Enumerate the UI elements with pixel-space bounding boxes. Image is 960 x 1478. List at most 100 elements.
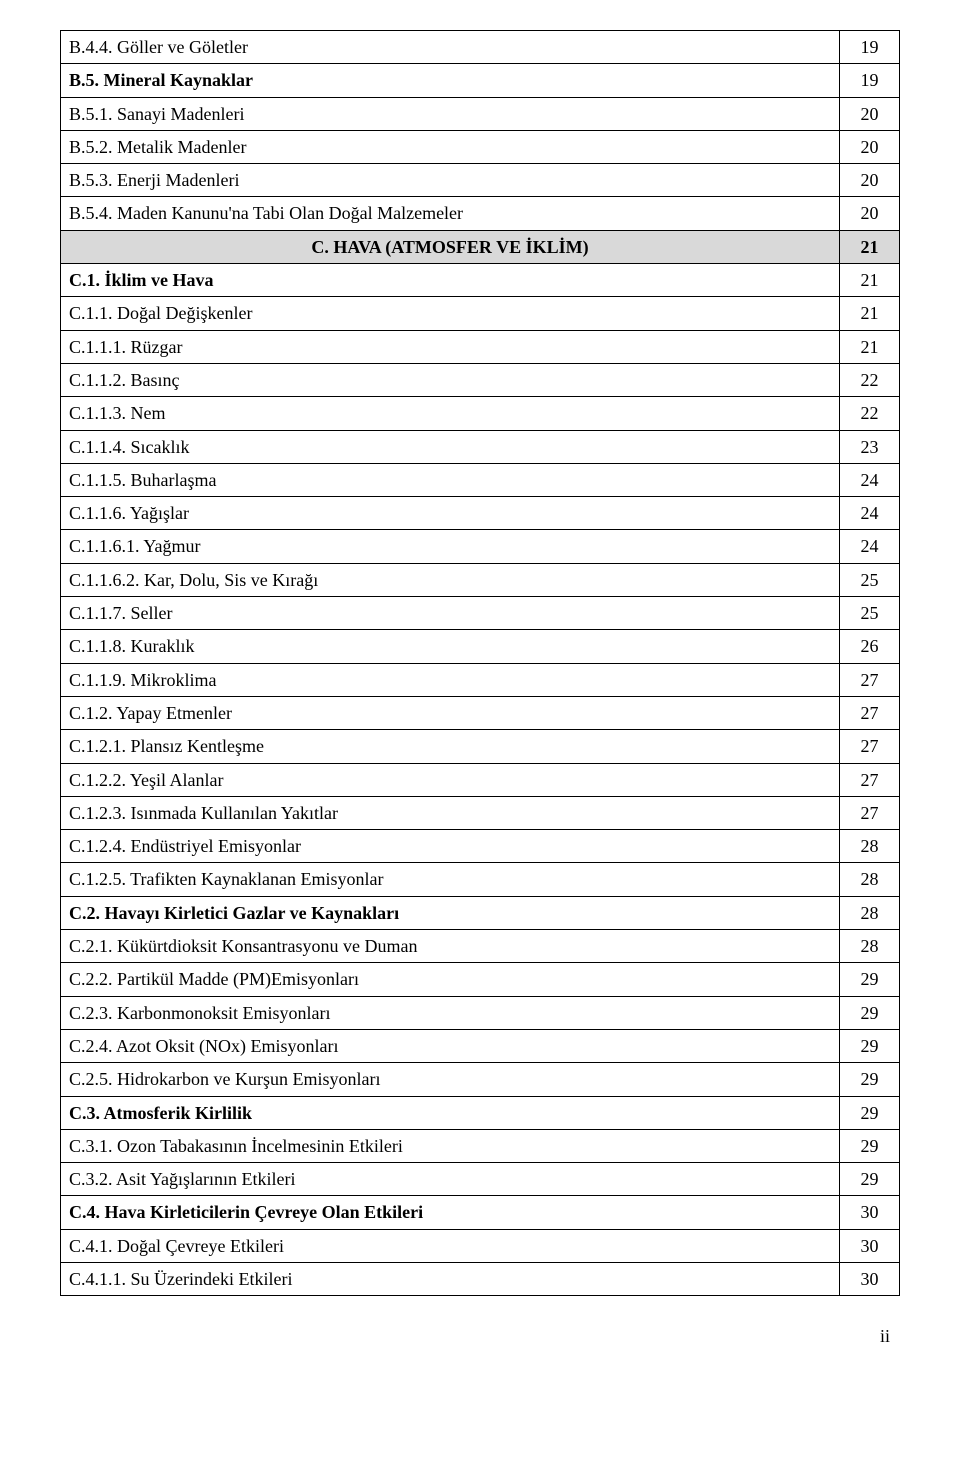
- toc-label: C.2.2. Partikül Madde (PM)Emisyonları: [61, 963, 840, 996]
- toc-label: C.1.1.6.2. Kar, Dolu, Sis ve Kırağı: [61, 563, 840, 596]
- toc-label: B.4.4. Göller ve Göletler: [61, 31, 840, 64]
- table-row: B.5.1. Sanayi Madenleri20: [61, 97, 900, 130]
- toc-label: C.1.1.6.1. Yağmur: [61, 530, 840, 563]
- toc-page: 19: [840, 64, 900, 97]
- table-row: C.4.1. Doğal Çevreye Etkileri30: [61, 1229, 900, 1262]
- toc-label: C.1.1.4. Sıcaklık: [61, 430, 840, 463]
- page-footer: ii: [60, 1326, 900, 1347]
- toc-page: 22: [840, 397, 900, 430]
- table-row: C.1.2. Yapay Etmenler27: [61, 696, 900, 729]
- toc-label: C.1.2. Yapay Etmenler: [61, 696, 840, 729]
- table-row: C.2.1. Kükürtdioksit Konsantrasyonu ve D…: [61, 930, 900, 963]
- toc-page: 28: [840, 930, 900, 963]
- toc-label: B.5.2. Metalik Madenler: [61, 130, 840, 163]
- toc-page: 24: [840, 497, 900, 530]
- table-row: C.1.2.3. Isınmada Kullanılan Yakıtlar27: [61, 796, 900, 829]
- toc-label: C.4.1.1. Su Üzerindeki Etkileri: [61, 1262, 840, 1295]
- toc-label: C.3. Atmosferik Kirlilik: [61, 1096, 840, 1129]
- toc-page: 28: [840, 863, 900, 896]
- toc-page: 20: [840, 164, 900, 197]
- toc-label: B.5. Mineral Kaynaklar: [61, 64, 840, 97]
- section-page: 21: [840, 230, 900, 263]
- table-row: C.2.3. Karbonmonoksit Emisyonları29: [61, 996, 900, 1029]
- table-row: C.4. Hava Kirleticilerin Çevreye Olan Et…: [61, 1196, 900, 1229]
- toc-page: 29: [840, 963, 900, 996]
- table-row: C.2.2. Partikül Madde (PM)Emisyonları29: [61, 963, 900, 996]
- toc-label: C.3.2. Asit Yağışlarının Etkileri: [61, 1163, 840, 1196]
- toc-label: B.5.4. Maden Kanunu'na Tabi Olan Doğal M…: [61, 197, 840, 230]
- toc-label: C.2.4. Azot Oksit (NOx) Emisyonları: [61, 1029, 840, 1062]
- toc-page: 27: [840, 696, 900, 729]
- table-row: C.1.1.4. Sıcaklık23: [61, 430, 900, 463]
- toc-page: 24: [840, 530, 900, 563]
- table-row: C.1.2.4. Endüstriyel Emisyonlar28: [61, 830, 900, 863]
- table-row: C.1.2.2. Yeşil Alanlar27: [61, 763, 900, 796]
- table-row: C.2.5. Hidrokarbon ve Kurşun Emisyonları…: [61, 1063, 900, 1096]
- toc-label: B.5.1. Sanayi Madenleri: [61, 97, 840, 130]
- toc-page: 20: [840, 197, 900, 230]
- table-row: B.5.4. Maden Kanunu'na Tabi Olan Doğal M…: [61, 197, 900, 230]
- table-row: C.2. Havayı Kirletici Gazlar ve Kaynakla…: [61, 896, 900, 929]
- toc-table: B.4.4. Göller ve Göletler19B.5. Mineral …: [60, 30, 900, 1296]
- toc-page: 30: [840, 1262, 900, 1295]
- table-row: C.1.1.6. Yağışlar24: [61, 497, 900, 530]
- table-row: C.1.2.5. Trafikten Kaynaklanan Emisyonla…: [61, 863, 900, 896]
- table-row: C.1.1.7. Seller25: [61, 597, 900, 630]
- toc-page: 27: [840, 763, 900, 796]
- toc-page: 27: [840, 663, 900, 696]
- table-row: B.5. Mineral Kaynaklar19: [61, 64, 900, 97]
- table-row: C.3.1. Ozon Tabakasının İncelmesinin Etk…: [61, 1129, 900, 1162]
- table-row: B.4.4. Göller ve Göletler19: [61, 31, 900, 64]
- toc-page: 28: [840, 830, 900, 863]
- toc-label: C.3.1. Ozon Tabakasının İncelmesinin Etk…: [61, 1129, 840, 1162]
- table-row: C.1.1.8. Kuraklık26: [61, 630, 900, 663]
- toc-page: 29: [840, 1163, 900, 1196]
- table-row: C.1.1.5. Buharlaşma24: [61, 463, 900, 496]
- toc-label: C.1.1.5. Buharlaşma: [61, 463, 840, 496]
- table-row: C.2.4. Azot Oksit (NOx) Emisyonları29: [61, 1029, 900, 1062]
- toc-label: C.1.1.2. Basınç: [61, 363, 840, 396]
- toc-label: C.1.1.9. Mikroklima: [61, 663, 840, 696]
- toc-page: 29: [840, 1129, 900, 1162]
- table-row: B.5.3. Enerji Madenleri20: [61, 164, 900, 197]
- toc-label: C.1.2.2. Yeşil Alanlar: [61, 763, 840, 796]
- toc-label: C.1.2.4. Endüstriyel Emisyonlar: [61, 830, 840, 863]
- toc-page: 30: [840, 1196, 900, 1229]
- toc-page: 21: [840, 297, 900, 330]
- toc-label: C.4. Hava Kirleticilerin Çevreye Olan Et…: [61, 1196, 840, 1229]
- section-row: C. HAVA (ATMOSFER VE İKLİM) 21: [61, 230, 900, 263]
- toc-label: C.1.2.5. Trafikten Kaynaklanan Emisyonla…: [61, 863, 840, 896]
- toc-page: 29: [840, 1096, 900, 1129]
- toc-label: C.1.1.3. Nem: [61, 397, 840, 430]
- table-row: C.1.2.1. Plansız Kentleşme27: [61, 730, 900, 763]
- toc-page: 29: [840, 1063, 900, 1096]
- toc-page: 27: [840, 796, 900, 829]
- toc-page: 27: [840, 730, 900, 763]
- toc-page: 30: [840, 1229, 900, 1262]
- table-row: C.1.1. Doğal Değişkenler21: [61, 297, 900, 330]
- table-row: C.1.1.3. Nem22: [61, 397, 900, 430]
- table-row: C.4.1.1. Su Üzerindeki Etkileri30: [61, 1262, 900, 1295]
- toc-page: 20: [840, 97, 900, 130]
- toc-page: 25: [840, 597, 900, 630]
- table-row: C.1.1.6.1. Yağmur24: [61, 530, 900, 563]
- toc-label: C.2.3. Karbonmonoksit Emisyonları: [61, 996, 840, 1029]
- toc-page: 28: [840, 896, 900, 929]
- toc-page: 24: [840, 463, 900, 496]
- toc-label: C.1.1.6. Yağışlar: [61, 497, 840, 530]
- table-row: C.1.1.2. Basınç22: [61, 363, 900, 396]
- toc-label: C.1.1.7. Seller: [61, 597, 840, 630]
- section-label: C. HAVA (ATMOSFER VE İKLİM): [61, 230, 840, 263]
- table-row: C.3.2. Asit Yağışlarının Etkileri29: [61, 1163, 900, 1196]
- table-row: C.1.1.9. Mikroklima27: [61, 663, 900, 696]
- toc-label: C.1.2.1. Plansız Kentleşme: [61, 730, 840, 763]
- toc-label: C.2.1. Kükürtdioksit Konsantrasyonu ve D…: [61, 930, 840, 963]
- toc-label: C.1.2.3. Isınmada Kullanılan Yakıtlar: [61, 796, 840, 829]
- toc-label: C.2. Havayı Kirletici Gazlar ve Kaynakla…: [61, 896, 840, 929]
- toc-label: C.1.1. Doğal Değişkenler: [61, 297, 840, 330]
- toc-label: C.2.5. Hidrokarbon ve Kurşun Emisyonları: [61, 1063, 840, 1096]
- table-row: C.1.1.1. Rüzgar21: [61, 330, 900, 363]
- toc-label: C.1. İklim ve Hava: [61, 264, 840, 297]
- table-row: C.1. İklim ve Hava21: [61, 264, 900, 297]
- toc-page: 21: [840, 330, 900, 363]
